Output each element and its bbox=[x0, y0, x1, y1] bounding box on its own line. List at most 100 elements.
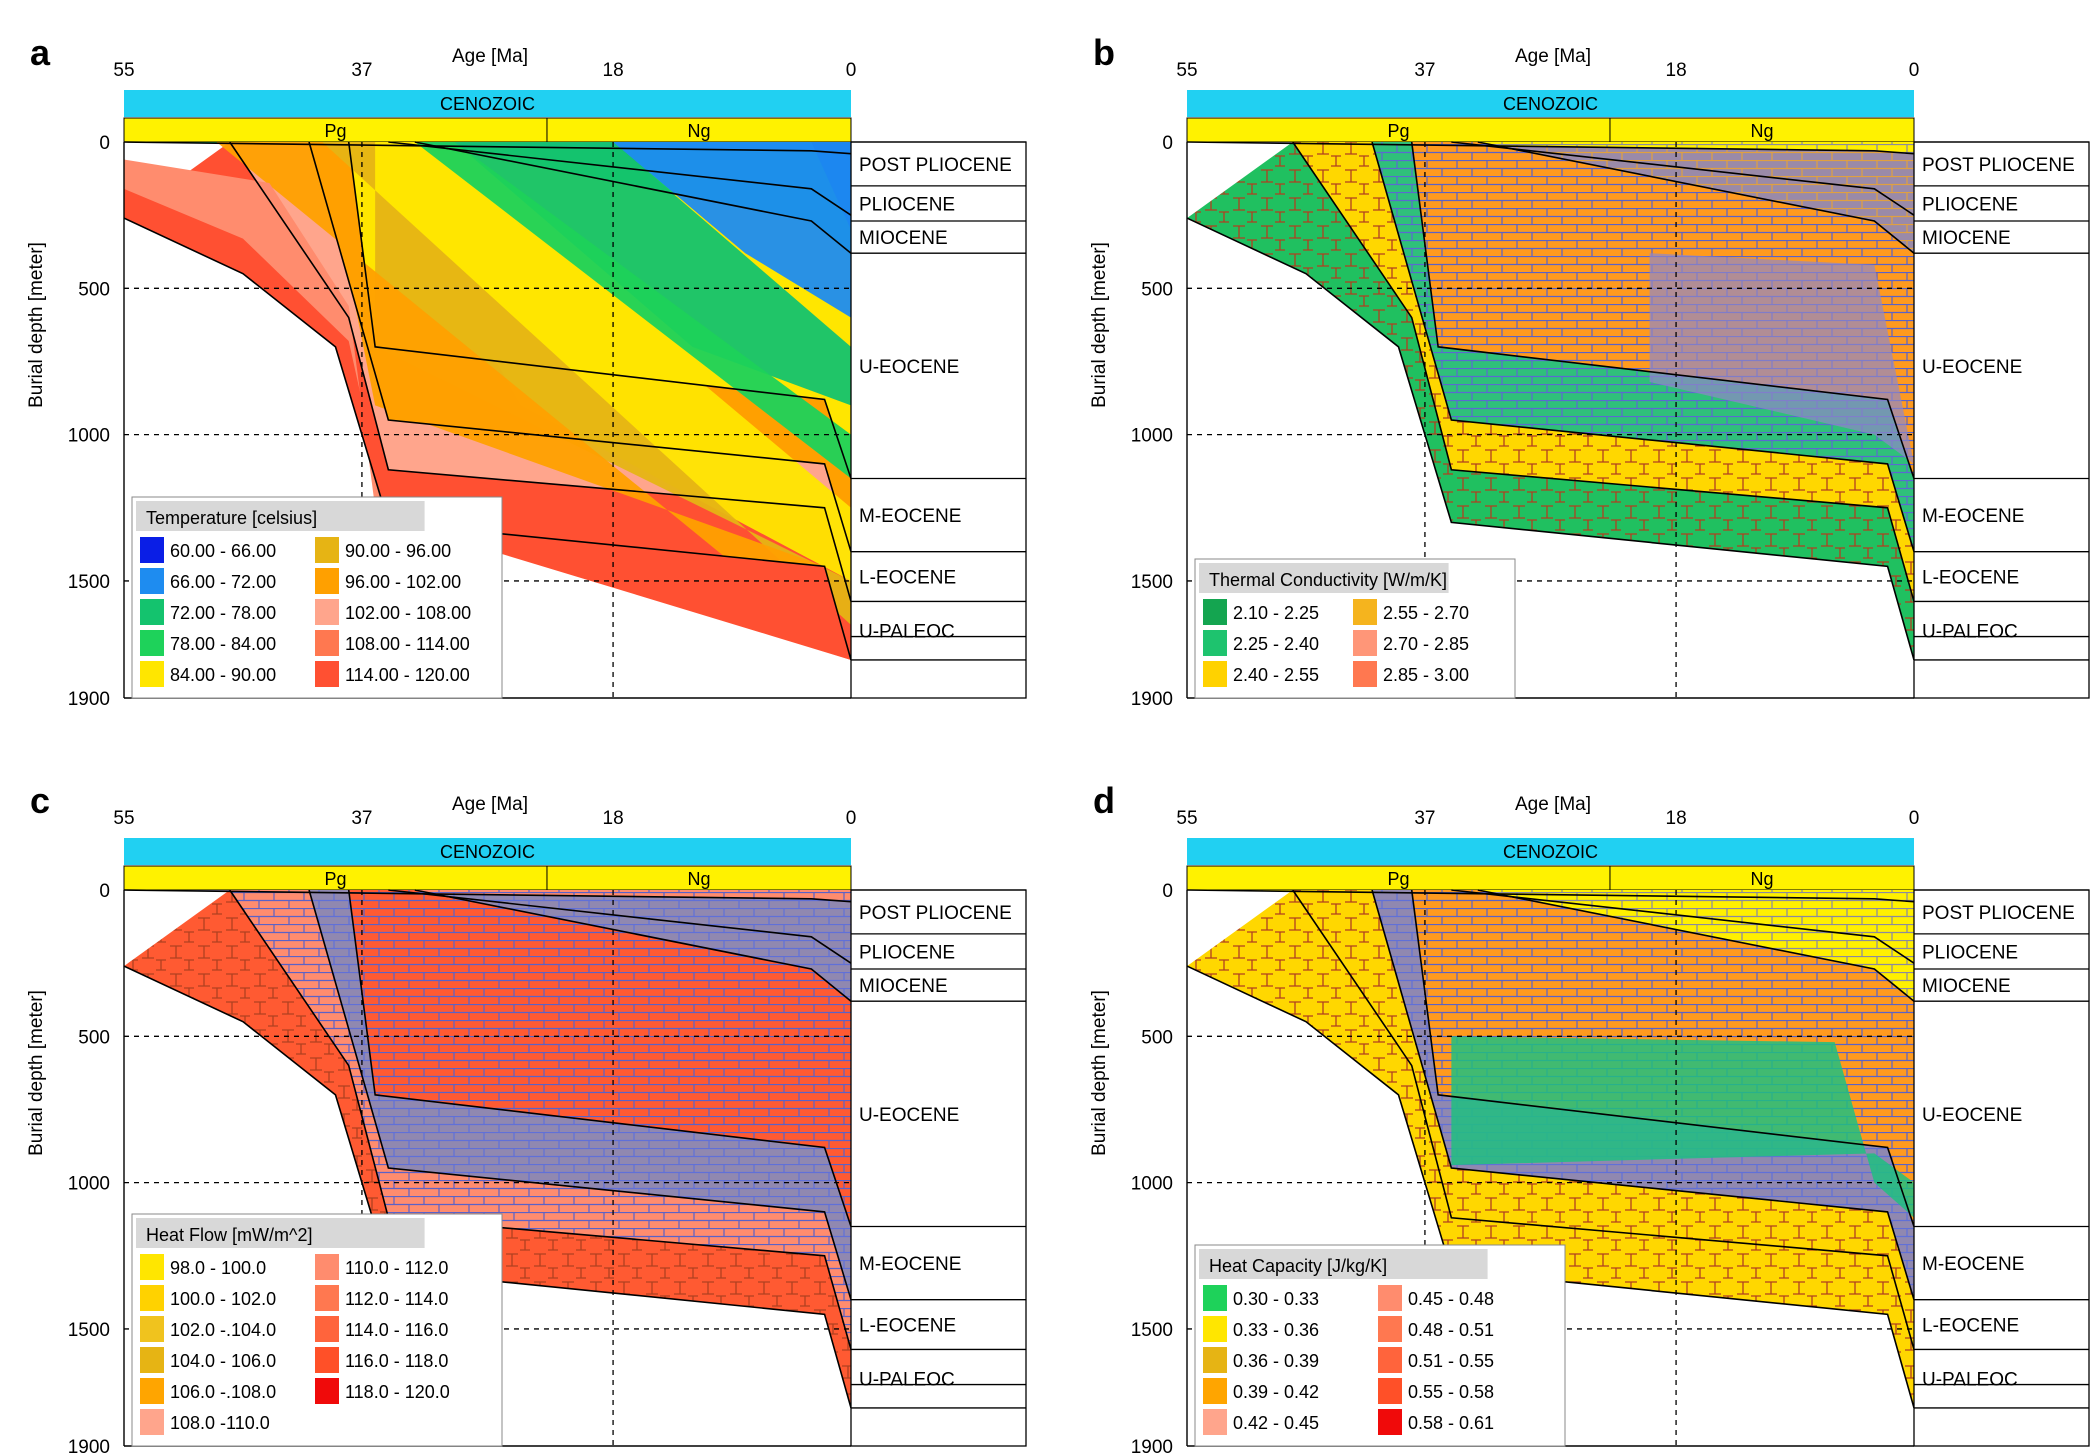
layer-area bbox=[124, 890, 851, 902]
legend-label: 108.0 -110.0 bbox=[170, 1413, 270, 1433]
formation-table bbox=[850, 889, 1027, 1447]
chart-panel-a: a CENOZOIC Pg Ng Age [Ma] 55 37 18 0 0 500 1000 1500… bbox=[26, 32, 1027, 710]
formation-label: M-EOCENE bbox=[859, 506, 961, 527]
layer-area bbox=[229, 890, 851, 1350]
layer-area bbox=[1187, 890, 1914, 1408]
x-tick-label: 37 bbox=[351, 60, 372, 81]
x-axis-label: Age [Ma] bbox=[452, 46, 528, 67]
legend-swatch bbox=[315, 1347, 339, 1373]
legend-label: 0.30 - 0.33 bbox=[1233, 1289, 1319, 1309]
horizon-line bbox=[308, 889, 852, 1300]
period-bar bbox=[546, 117, 852, 143]
y-tick-label: 0 bbox=[99, 133, 110, 154]
legend-swatch bbox=[1353, 661, 1377, 687]
x-tick-label: 55 bbox=[1176, 60, 1197, 81]
legend-label: 116.0 - 118.0 bbox=[345, 1351, 448, 1371]
legend-label: 0.48 - 0.51 bbox=[1408, 1320, 1494, 1340]
x-axis-label: Age [Ma] bbox=[452, 794, 528, 815]
period-bar bbox=[1609, 865, 1915, 891]
horizon-line bbox=[1292, 889, 1915, 1350]
formation-label: U-EOCENE bbox=[1922, 1105, 2022, 1126]
temperature-band bbox=[322, 142, 852, 625]
formation-label: PLIOCENE bbox=[1922, 194, 2018, 215]
legend-label: 0.42 - 0.45 bbox=[1233, 1413, 1319, 1433]
era-bar bbox=[124, 90, 851, 117]
formation-label: PLIOCENE bbox=[859, 942, 955, 963]
layer-area bbox=[1187, 142, 1914, 154]
conductivity-zone bbox=[1649, 253, 1914, 464]
x-tick-label: 18 bbox=[1666, 60, 1687, 81]
layer-area bbox=[124, 890, 851, 964]
chart-body bbox=[1187, 890, 1914, 1408]
formation-label: MIOCENE bbox=[1922, 976, 2011, 997]
y-tick-label: 0 bbox=[1162, 133, 1173, 154]
legend-label: 0.51 - 0.55 bbox=[1408, 1351, 1494, 1371]
formation-label: U-PALEOC bbox=[859, 1370, 955, 1391]
legend-swatch bbox=[1378, 1285, 1402, 1311]
legend-label: 0.36 - 0.39 bbox=[1233, 1351, 1319, 1371]
horizon-line bbox=[123, 889, 852, 903]
y-tick-label: 0 bbox=[99, 881, 110, 902]
period-label: Pg bbox=[324, 121, 346, 141]
layer-area bbox=[348, 890, 851, 1227]
layer-area bbox=[1451, 142, 1914, 254]
y-tick-label: 1500 bbox=[68, 572, 110, 593]
horizon-line bbox=[1371, 889, 1915, 1300]
legend-title-bg bbox=[1199, 563, 1449, 593]
x-tick-label: 0 bbox=[846, 60, 857, 81]
capacity-zone bbox=[1451, 1036, 1914, 1218]
y-tick-label: 1000 bbox=[68, 426, 110, 447]
legend-label: 78.00 - 84.00 bbox=[170, 634, 276, 654]
legend-swatch bbox=[315, 1285, 339, 1311]
layer-area bbox=[1187, 890, 1914, 964]
legend-label: 110.0 - 112.0 bbox=[345, 1258, 448, 1278]
legend-label: 72.00 - 78.00 bbox=[170, 603, 276, 623]
legend-label: 84.00 - 90.00 bbox=[170, 665, 276, 685]
legend: Temperature [celsius] 60.00 - 66.00 66.00 … bbox=[131, 496, 503, 699]
legend-swatch bbox=[315, 568, 339, 594]
legend-label: 118.0 - 120.0 bbox=[345, 1382, 450, 1402]
legend-label: 108.00 - 114.00 bbox=[345, 634, 470, 654]
x-tick-label: 0 bbox=[846, 808, 857, 829]
x-tick-label: 37 bbox=[1414, 808, 1435, 829]
y-tick-label: 1000 bbox=[68, 1174, 110, 1195]
chart-body bbox=[1187, 142, 1914, 660]
horizon-line bbox=[229, 141, 852, 602]
x-tick-label: 55 bbox=[1176, 808, 1197, 829]
layer-area bbox=[1187, 142, 1914, 216]
y-tick-label: 1900 bbox=[68, 1437, 110, 1453]
legend-swatch bbox=[1203, 1409, 1227, 1435]
horizon-line bbox=[1477, 889, 1915, 1002]
formation-label: MIOCENE bbox=[859, 976, 948, 997]
x-axis-label: Age [Ma] bbox=[1515, 46, 1591, 67]
chart-panel-d: d CENOZOIC Pg Ng Age [Ma] 55 37 18 0 0 500 1000 1500… bbox=[1089, 780, 2090, 1453]
y-tick-label: 1900 bbox=[68, 689, 110, 710]
temperature-band bbox=[216, 142, 851, 660]
formation-table bbox=[1913, 141, 2090, 699]
horizon-line bbox=[414, 889, 852, 1002]
legend-label: 0.58 - 0.61 bbox=[1408, 1413, 1494, 1433]
legend-swatch bbox=[140, 630, 164, 656]
y-axis-label: Burial depth [meter] bbox=[26, 990, 47, 1156]
legend-swatch bbox=[1353, 599, 1377, 625]
legend-swatch bbox=[315, 599, 339, 625]
legend: Heat Flow [mW/m^2] 98.0 - 100.0 100.0 - 10… bbox=[131, 1213, 503, 1447]
era-bar bbox=[124, 838, 851, 865]
legend: Heat Capacity [J/kg/K] 0.30 - 0.33 0.33 - … bbox=[1194, 1244, 1566, 1447]
x-tick-label: 18 bbox=[603, 60, 624, 81]
legend-label: 114.00 - 120.00 bbox=[345, 665, 470, 685]
layer-area bbox=[1187, 142, 1914, 660]
legend-swatch bbox=[140, 1378, 164, 1404]
legend-swatch bbox=[1203, 1347, 1227, 1373]
legend-swatch bbox=[1203, 599, 1227, 625]
x-tick-label: 0 bbox=[1909, 60, 1920, 81]
panel-letter: c bbox=[30, 780, 50, 821]
x-tick-label: 18 bbox=[1666, 808, 1687, 829]
layer-area bbox=[1372, 142, 1914, 552]
y-tick-label: 1500 bbox=[1131, 572, 1173, 593]
formation-label: POST PLIOCENE bbox=[1922, 155, 2075, 176]
x-tick-label: 55 bbox=[113, 60, 134, 81]
legend-label: 2.40 - 2.55 bbox=[1233, 665, 1319, 685]
legend-title-bg bbox=[136, 1218, 425, 1248]
era-bar bbox=[1187, 90, 1914, 117]
